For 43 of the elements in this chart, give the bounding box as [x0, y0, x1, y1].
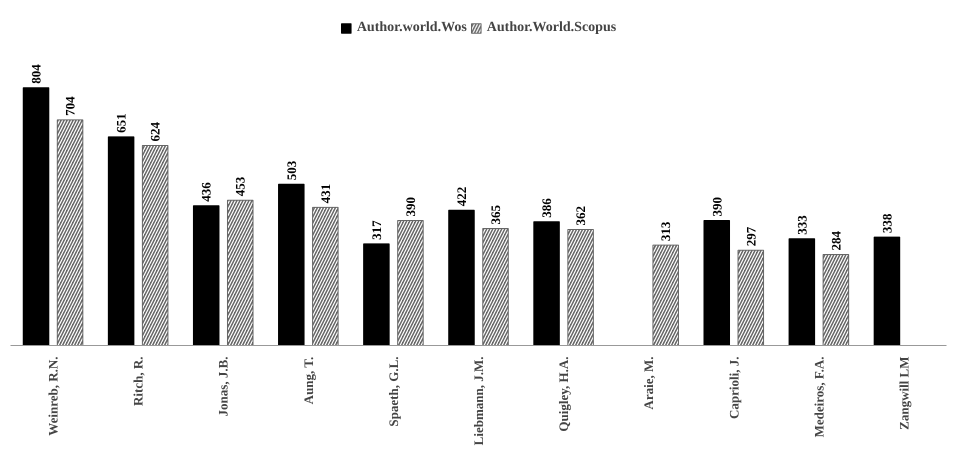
data-label: 422	[454, 186, 469, 206]
data-label: 390	[402, 197, 418, 216]
data-label: 453	[232, 176, 248, 196]
bar	[278, 184, 305, 346]
data-label: 503	[284, 160, 299, 180]
data-label: 436	[198, 182, 214, 202]
data-label: 704	[62, 96, 78, 116]
x-tick-label: Spaeth, G.L.	[386, 356, 401, 427]
bar	[703, 220, 730, 346]
data-label: 651	[114, 113, 129, 133]
data-label: 390	[709, 197, 724, 216]
data-label: 338	[879, 213, 894, 234]
data-label: 804	[28, 64, 44, 84]
data-label: 284	[828, 230, 844, 250]
data-label: 431	[318, 184, 333, 204]
x-tick-label: Quigley, H.A.	[556, 356, 572, 432]
bar	[874, 236, 900, 346]
data-label: 313	[658, 221, 674, 242]
data-label: 624	[148, 122, 163, 142]
data-label: 386	[539, 198, 554, 218]
bar	[108, 136, 134, 346]
x-tick-label: Ritch, R.	[130, 356, 146, 406]
x-tick-label: Weinreb, R.N.	[46, 356, 61, 436]
bar	[448, 210, 475, 346]
legend-label: Author.world.Wos	[356, 20, 467, 36]
bar	[788, 238, 816, 346]
x-tick-label: Zangwill LM	[896, 356, 912, 430]
data-label: 333	[794, 214, 810, 235]
x-tick-label: Medeiros, F.A.	[811, 356, 826, 438]
bar	[363, 243, 390, 346]
bar	[22, 87, 50, 346]
x-tick-label: Caprioli, J.	[726, 356, 742, 419]
data-label: 362	[573, 206, 588, 226]
data-label: 317	[368, 220, 384, 240]
legend-label: Author.World.Scopus	[486, 20, 616, 36]
x-tick-label: Jonas, J.B.	[216, 356, 231, 416]
data-label: 297	[743, 226, 758, 246]
bar	[533, 221, 560, 346]
x-tick-label: Aung, T.	[300, 356, 316, 404]
x-tick-label: Liebmann, J.M.	[471, 356, 486, 446]
bar	[192, 205, 220, 346]
data-label: 365	[488, 204, 504, 225]
x-tick-label: Araie, M.	[641, 356, 656, 410]
